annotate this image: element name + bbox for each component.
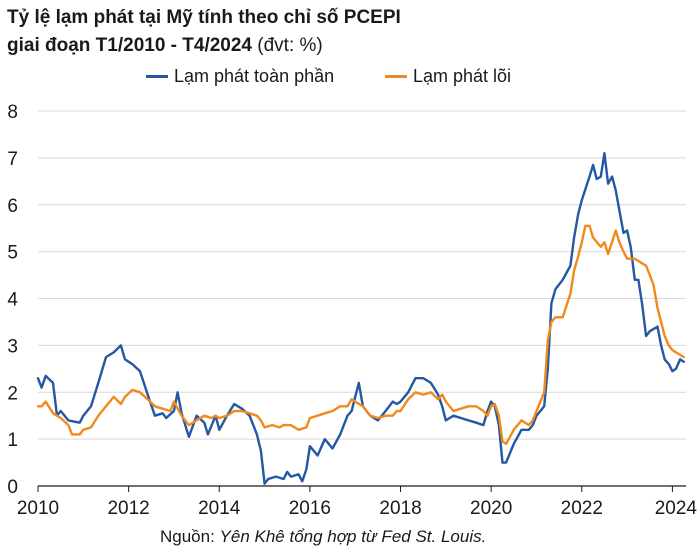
y-tick-label: 4 (7, 290, 18, 311)
y-tick-label: 1 (7, 430, 18, 451)
y-tick-label: 5 (7, 243, 18, 264)
x-tick-label: 2014 (198, 498, 241, 519)
y-tick-label: 7 (7, 149, 18, 170)
chart-title: Tỷ lệ lạm phát tại Mỹ tính theo chỉ số P… (7, 4, 401, 60)
x-tick-label: 2022 (561, 498, 603, 519)
title-unit: (đvt: %) (252, 35, 323, 56)
x-tick-label: 2016 (289, 498, 331, 519)
series-line-headline (36, 152, 685, 485)
chart-legend: Lạm phát toàn phần Lạm phát lõi (0, 66, 700, 92)
legend-label-core: Lạm phát lõi (413, 66, 512, 86)
source-note: Nguồn: Yên Khê tổng hợp từ Fed St. Louis… (160, 527, 486, 547)
x-tick-label: 2024 (655, 498, 698, 519)
x-tick-label: 2012 (107, 498, 149, 519)
legend-label-headline: Lạm phát toàn phần (174, 66, 335, 86)
series-lines (36, 152, 685, 485)
y-tick-label: 0 (7, 477, 18, 498)
series-line-core (36, 224, 685, 445)
y-tick-label: 3 (7, 336, 18, 357)
title-line-1: Tỷ lệ lạm phát tại Mỹ tính theo chỉ số P… (7, 7, 401, 28)
source-text: Yên Khê tổng hợp từ Fed St. Louis. (219, 527, 487, 546)
gridlines (38, 110, 686, 487)
y-axis: 0 1 2 3 4 5 6 7 8 (7, 102, 18, 498)
legend-swatch-core (385, 75, 407, 78)
legend-swatch-headline (146, 75, 168, 78)
source-label: Nguồn: (160, 527, 220, 546)
y-tick-label: 2 (7, 383, 18, 404)
x-axis: 2010 2012 2014 2016 2018 2020 2022 2024 (17, 485, 698, 519)
x-tick-label: 2020 (470, 498, 512, 519)
legend-item-headline: Lạm phát toàn phần (146, 66, 334, 87)
y-tick-label: 8 (7, 102, 18, 123)
legend-item-core: Lạm phát lõi (385, 66, 511, 87)
x-tick-label: 2010 (17, 498, 59, 519)
x-tick-label: 2018 (379, 498, 421, 519)
y-tick-label: 6 (7, 196, 18, 217)
title-line-2: giai đoạn T1/2010 - T4/2024 (đvt: %) (7, 35, 323, 56)
